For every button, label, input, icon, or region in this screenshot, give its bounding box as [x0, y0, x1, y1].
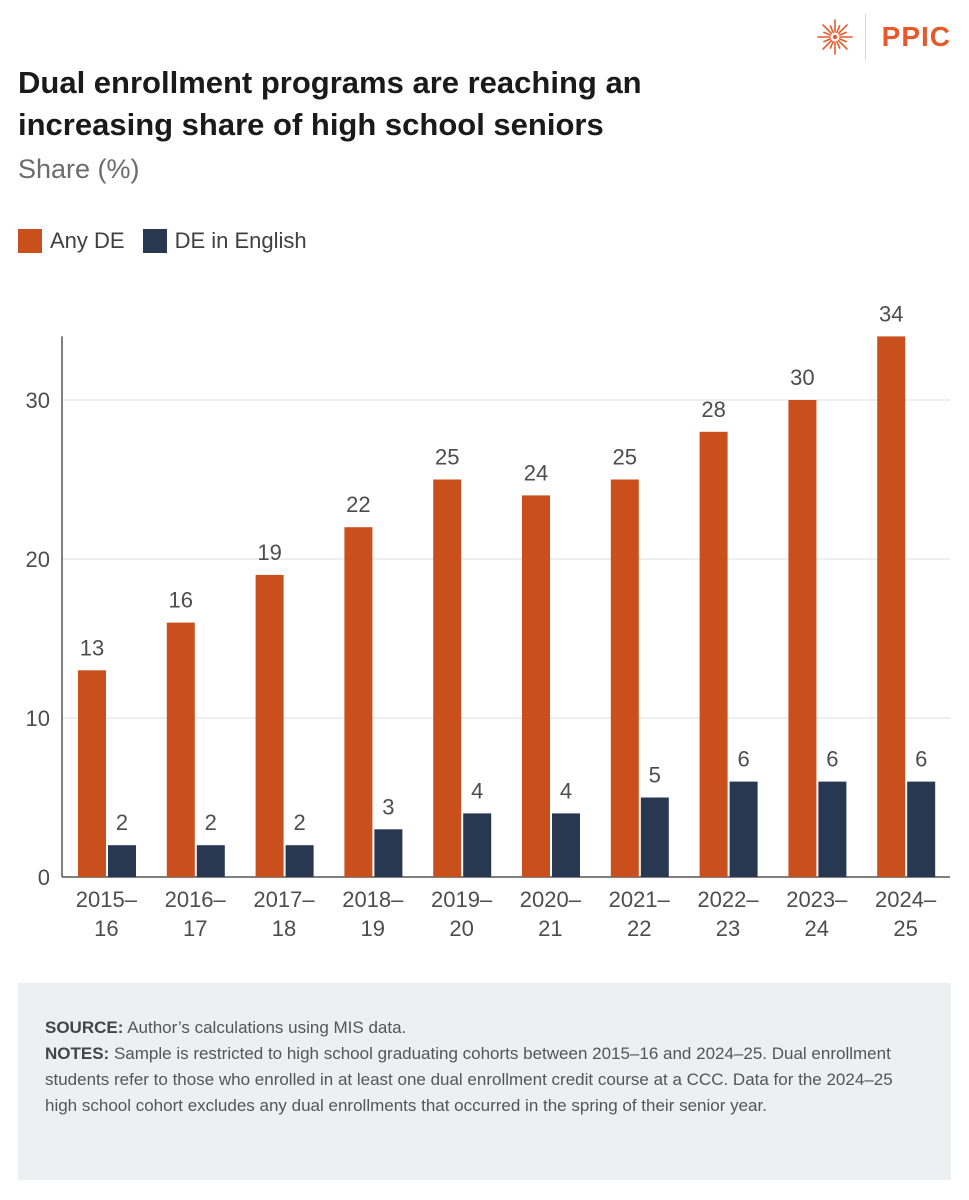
bar-any-de-4 [433, 479, 462, 877]
x-tick-label-1-line1: 2016– [165, 887, 227, 912]
source-label: SOURCE: [45, 1018, 124, 1037]
data-label-any-de-5: 24 [524, 460, 548, 485]
x-tick-label-0-line2: 16 [94, 916, 118, 941]
data-label-de-english-9: 6 [915, 747, 927, 772]
x-tick-label-9-line1: 2024– [875, 887, 937, 912]
x-tick-label-8-line2: 24 [805, 916, 829, 941]
notes-label: NOTES: [45, 1044, 110, 1063]
sunburst-icon [816, 19, 853, 55]
bar-de-english-8 [818, 781, 847, 877]
bar-any-de-0 [78, 670, 106, 877]
data-label-de-english-4: 4 [471, 778, 483, 803]
data-label-any-de-1: 16 [169, 588, 193, 613]
bar-any-de-8 [788, 400, 817, 877]
data-label-de-english-2: 2 [293, 810, 305, 835]
chart-subtitle: Share (%) [18, 154, 140, 184]
x-tick-label-3-line1: 2018– [342, 887, 404, 912]
legend-swatch-de-english [142, 229, 167, 253]
chart-title: Dual enrollment programs are reaching an… [18, 65, 642, 142]
legend-swatch-any-de [18, 229, 42, 253]
data-label-de-english-5: 4 [560, 778, 572, 803]
y-tick-label-20: 20 [26, 547, 50, 572]
bar-any-de-1 [166, 622, 195, 877]
data-label-any-de-8: 30 [790, 365, 814, 390]
x-tick-label-7-line2: 23 [716, 916, 740, 941]
bar-de-english-1 [196, 845, 225, 877]
x-tick-label-0-line1: 2015– [76, 887, 138, 912]
x-tick-label-2-line1: 2017– [253, 887, 315, 912]
bar-de-english-7 [729, 781, 758, 877]
legend-label-de-english: DE in English [174, 228, 307, 253]
data-label-any-de-3: 22 [346, 492, 370, 517]
x-tick-label-6-line2: 22 [627, 916, 651, 941]
logo-divider [864, 14, 866, 60]
data-label-de-english-6: 5 [649, 763, 661, 788]
data-label-any-de-0: 13 [80, 635, 104, 660]
bar-de-english-5 [552, 813, 580, 877]
data-label-de-english-0: 2 [116, 810, 128, 835]
legend-label-any-de: Any DE [50, 228, 125, 253]
source-line: SOURCE: Author’s calculations using MIS … [45, 1015, 924, 1041]
notes-text: Sample is restricted to high school grad… [45, 1044, 893, 1115]
bar-any-de-3 [344, 527, 373, 877]
x-tick-label-5-line1: 2020– [520, 887, 582, 912]
x-tick-label-4-line1: 2019– [431, 887, 493, 912]
notes-box: SOURCE: Author’s calculations using MIS … [18, 983, 951, 1180]
legend-item-any-de: Any DE [18, 228, 125, 254]
data-label-de-english-1: 2 [205, 810, 217, 835]
data-label-de-english-3: 3 [382, 794, 394, 819]
y-tick-label-10: 10 [26, 706, 50, 731]
x-tick-label-5-line2: 21 [538, 916, 562, 941]
y-tick-label-0: 0 [38, 865, 50, 890]
x-tick-label-1-line2: 17 [183, 916, 207, 941]
legend: Any DE DE in English [18, 228, 325, 254]
data-label-any-de-2: 19 [257, 540, 281, 565]
bar-de-english-2 [285, 845, 314, 877]
bar-de-english-0 [108, 845, 136, 877]
bar-any-de-6 [610, 479, 639, 877]
y-tick-label-30: 30 [26, 388, 50, 413]
x-tick-label-9-line2: 25 [893, 916, 917, 941]
bar-any-de-5 [522, 495, 550, 877]
x-tick-label-6-line1: 2021– [609, 887, 671, 912]
data-label-any-de-4: 25 [435, 445, 459, 470]
bar-de-english-9 [907, 781, 936, 877]
notes-line: NOTES: Sample is restricted to high scho… [45, 1041, 924, 1119]
legend-item-de-english: DE in English [142, 228, 307, 254]
bar-de-english-4 [463, 813, 492, 877]
x-tick-label-7-line1: 2022– [697, 887, 759, 912]
bar-chart: 0 10 20 30 13 2 2015– 16 16 2 2016– 17 19 2 2017– 18 22 3… [26, 301, 950, 941]
data-label-any-de-6: 25 [613, 445, 637, 470]
x-tick-label-2-line2: 18 [272, 916, 296, 941]
x-tick-label-3-line2: 19 [361, 916, 385, 941]
data-label-de-english-7: 6 [737, 747, 749, 772]
bar-de-english-6 [640, 797, 669, 877]
logo-text: PPIC [881, 21, 951, 52]
bar-any-de-2 [255, 574, 284, 877]
x-tick-label-4-line2: 20 [449, 916, 473, 941]
bar-any-de-9 [877, 336, 906, 877]
data-label-de-english-8: 6 [826, 747, 838, 772]
data-label-any-de-7: 28 [701, 397, 725, 422]
ppic-logo: PPIC [815, 14, 951, 60]
x-tick-label-8-line1: 2023– [786, 887, 848, 912]
bar-de-english-3 [374, 829, 403, 877]
source-text: Author’s calculations using MIS data. [123, 1018, 407, 1037]
data-label-any-de-9: 34 [879, 301, 903, 326]
bar-any-de-7 [699, 431, 728, 877]
